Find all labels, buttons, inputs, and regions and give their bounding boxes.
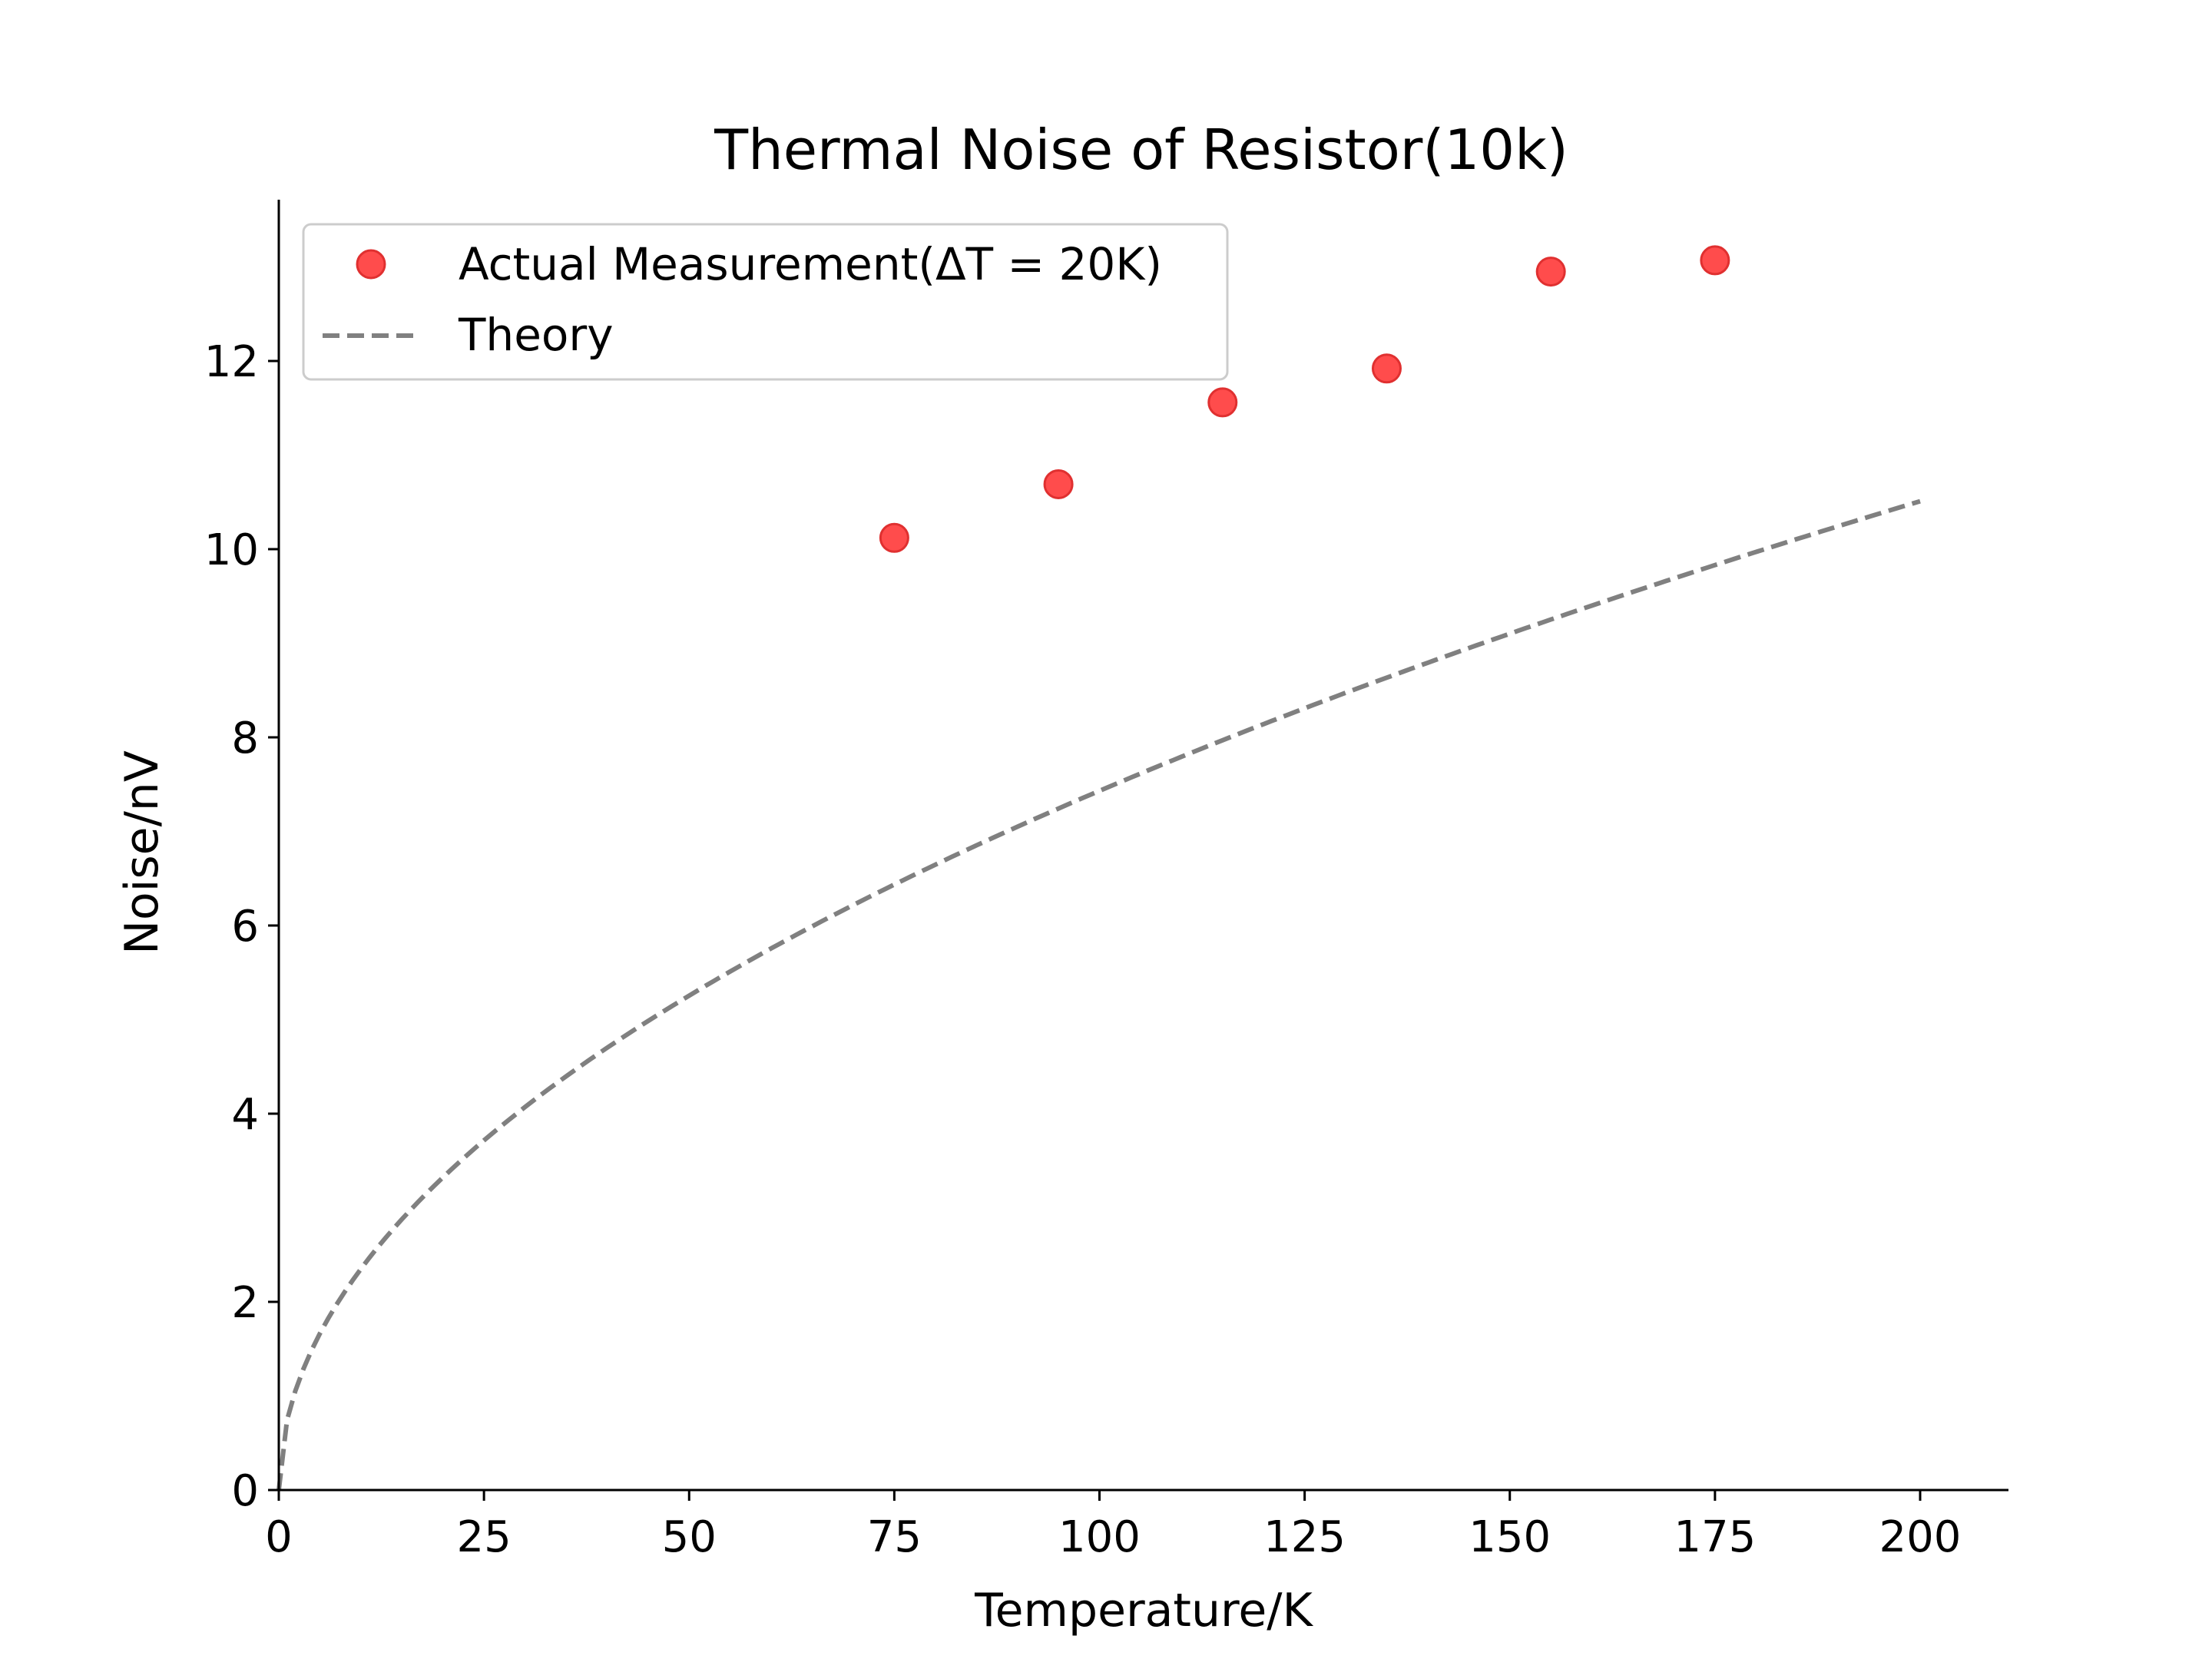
- measurement-point: [879, 522, 909, 553]
- x-axis-label: Temperature/K: [974, 1584, 1313, 1637]
- y-tick-label: 6: [231, 902, 259, 952]
- legend-label-measurement: Actual Measurement(ΔT = 20K): [459, 238, 1162, 290]
- legend: Actual Measurement(ΔT = 20K) Theory: [302, 223, 1229, 381]
- legend-box: [302, 223, 1229, 381]
- x-tick-label: 0: [265, 1512, 293, 1562]
- x-tick-label: 125: [1263, 1512, 1346, 1562]
- x-tick-label: 50: [662, 1512, 717, 1562]
- measurement-point: [1700, 245, 1730, 276]
- y-axis-label: Noise/nV: [115, 750, 169, 955]
- x-tick-label: 100: [1058, 1512, 1141, 1562]
- y-tick-label: 4: [231, 1090, 259, 1140]
- y-ticks: 0 2 4 6 8 10 12: [204, 337, 279, 1516]
- legend-marker-measurement: [356, 249, 386, 280]
- x-tick-label: 200: [1879, 1512, 1962, 1562]
- y-tick-label: 12: [204, 337, 259, 387]
- x-tick-label: 25: [456, 1512, 511, 1562]
- x-ticks: 0 25 50 75 100 125 150 175 200: [265, 1490, 1961, 1562]
- measurement-point: [1207, 387, 1238, 418]
- measurement-point: [1535, 257, 1566, 287]
- y-tick-label: 0: [231, 1466, 259, 1516]
- x-tick-label: 75: [867, 1512, 922, 1562]
- chart-title: Thermal Noise of Resistor(10k): [714, 118, 1568, 182]
- measurement-point: [1043, 469, 1074, 499]
- y-tick-label: 10: [204, 525, 259, 575]
- y-tick-label: 8: [231, 714, 259, 763]
- legend-label-theory: Theory: [458, 309, 614, 361]
- x-tick-label: 150: [1469, 1512, 1551, 1562]
- theory-line: [276, 498, 1921, 1491]
- x-tick-label: 175: [1674, 1512, 1756, 1562]
- y-tick-label: 2: [231, 1278, 259, 1328]
- plot-area: [276, 245, 1921, 1491]
- measurement-point: [1371, 353, 1402, 384]
